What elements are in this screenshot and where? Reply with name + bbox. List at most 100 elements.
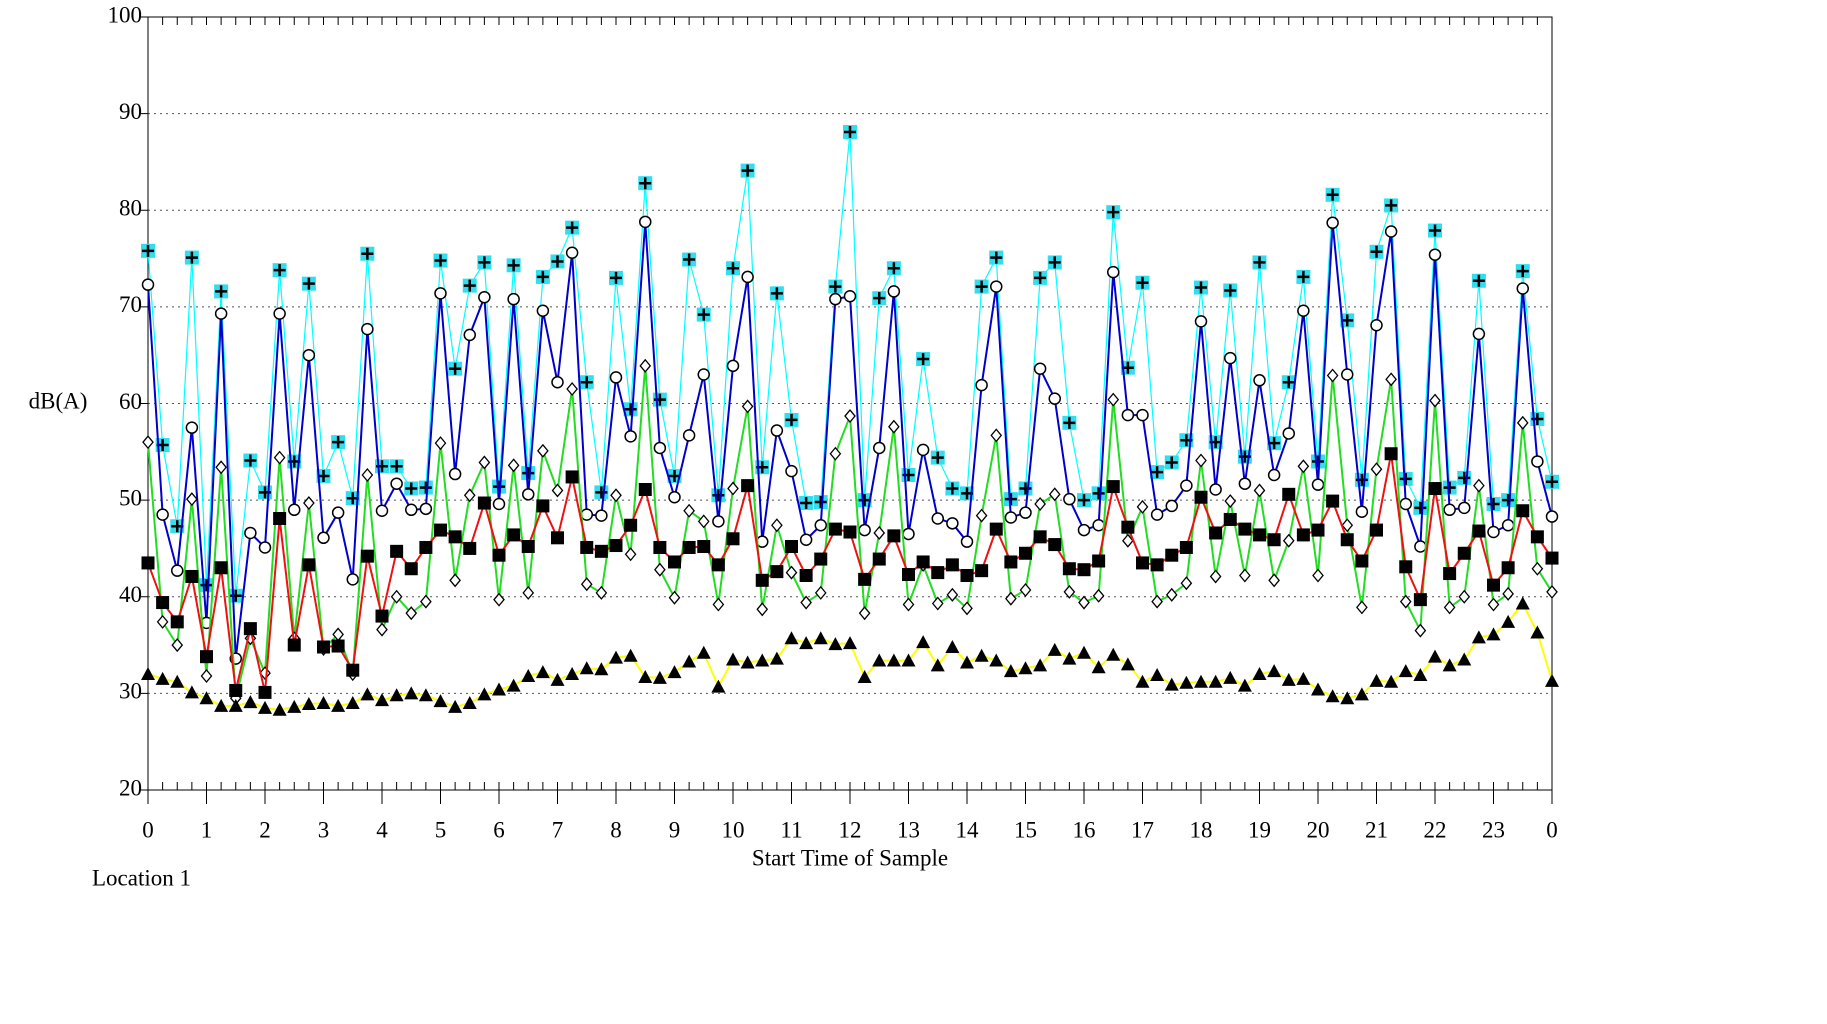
marker — [990, 280, 1003, 293]
marker — [1150, 508, 1164, 521]
marker — [595, 585, 608, 600]
marker — [1414, 623, 1427, 638]
marker — [360, 687, 375, 701]
marker — [1165, 499, 1178, 513]
marker — [609, 270, 623, 285]
marker — [184, 685, 199, 699]
marker — [1384, 225, 1398, 238]
marker — [1326, 368, 1339, 383]
marker — [696, 645, 711, 659]
marker — [1384, 674, 1399, 688]
marker — [1428, 248, 1442, 261]
marker — [1135, 674, 1150, 688]
marker — [872, 653, 887, 667]
x-tick-label: 15 — [1014, 817, 1037, 842]
marker — [1413, 593, 1427, 607]
marker — [902, 568, 915, 582]
marker — [1296, 269, 1311, 284]
marker — [272, 702, 287, 716]
marker — [1472, 524, 1486, 538]
marker — [1340, 533, 1354, 547]
marker — [1092, 588, 1105, 603]
marker — [1194, 315, 1208, 328]
marker — [302, 558, 316, 572]
marker — [507, 292, 520, 306]
marker — [506, 678, 521, 692]
marker — [1442, 480, 1457, 495]
marker — [1194, 490, 1208, 504]
marker — [1223, 512, 1237, 526]
marker — [1413, 668, 1428, 682]
marker — [449, 573, 461, 588]
marker — [1487, 578, 1500, 592]
marker — [550, 254, 565, 269]
marker — [829, 292, 842, 306]
marker — [389, 688, 404, 702]
marker — [521, 540, 535, 554]
marker — [624, 430, 637, 443]
marker — [901, 468, 916, 483]
marker — [813, 631, 828, 645]
y-tick-label: 30 — [119, 679, 142, 704]
marker — [1516, 504, 1530, 518]
marker — [1355, 554, 1369, 568]
marker — [375, 609, 389, 623]
marker — [682, 540, 696, 554]
marker — [360, 549, 374, 563]
marker — [1443, 600, 1456, 615]
marker — [1253, 483, 1266, 498]
marker — [521, 668, 536, 682]
marker — [857, 493, 872, 508]
marker — [1019, 506, 1032, 519]
marker — [1106, 480, 1120, 494]
marker — [1487, 525, 1500, 539]
marker — [828, 522, 842, 536]
marker — [726, 532, 740, 546]
marker — [1019, 546, 1032, 560]
x-tick-label: 16 — [1073, 817, 1096, 842]
marker — [1268, 573, 1280, 588]
marker — [1413, 500, 1428, 515]
marker — [1471, 273, 1486, 288]
marker — [624, 518, 638, 532]
marker — [346, 663, 360, 677]
marker — [433, 253, 448, 268]
marker — [726, 359, 740, 373]
marker — [1326, 494, 1340, 508]
marker — [1195, 453, 1207, 468]
marker — [331, 639, 345, 653]
marker — [1062, 415, 1077, 430]
marker — [1033, 270, 1048, 285]
marker — [1501, 561, 1515, 575]
marker — [1370, 462, 1383, 477]
marker — [462, 696, 477, 710]
marker — [507, 528, 521, 542]
marker — [1370, 318, 1383, 332]
marker — [1136, 499, 1149, 514]
marker — [1399, 594, 1412, 609]
marker — [594, 544, 608, 558]
marker — [609, 650, 623, 664]
marker — [243, 453, 258, 468]
x-tick-label: 7 — [552, 817, 564, 842]
marker — [1047, 642, 1062, 656]
marker — [727, 481, 739, 496]
marker — [1136, 408, 1149, 422]
marker — [258, 541, 272, 554]
marker — [755, 653, 770, 667]
marker — [1530, 530, 1544, 544]
marker — [228, 588, 243, 603]
marker — [931, 566, 945, 580]
marker — [1048, 538, 1062, 552]
marker — [960, 655, 974, 669]
marker — [711, 679, 726, 693]
marker — [317, 640, 330, 654]
marker — [1516, 415, 1529, 430]
annotation: Location 1 — [92, 865, 191, 890]
marker — [418, 688, 433, 702]
marker — [1428, 482, 1442, 496]
y-tick-label: 60 — [119, 389, 142, 414]
marker — [1545, 474, 1559, 489]
x-tick-label: 5 — [435, 817, 447, 842]
marker — [184, 250, 199, 265]
